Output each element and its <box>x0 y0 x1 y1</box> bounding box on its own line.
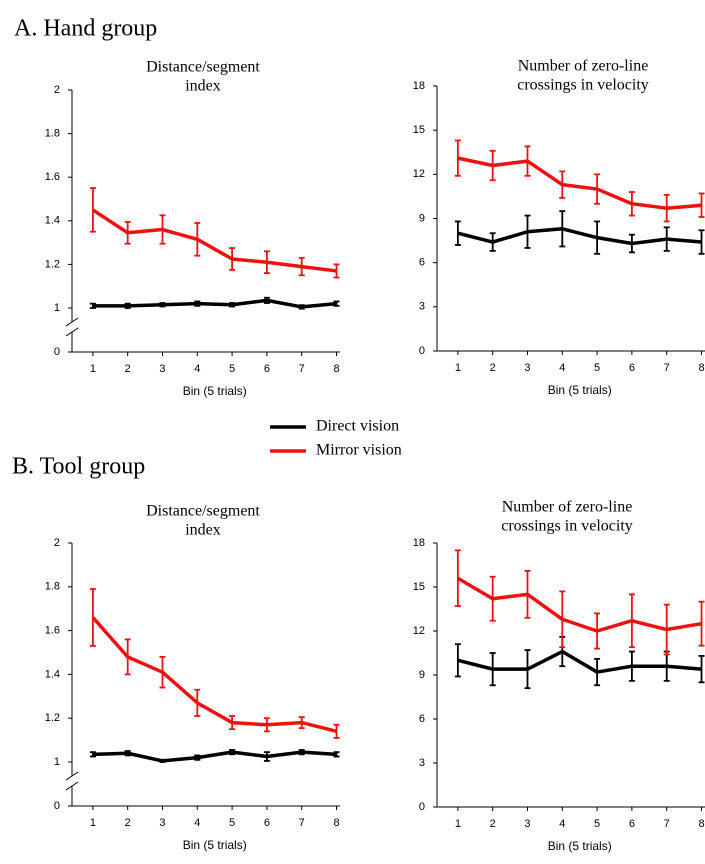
x-tick-label: 4 <box>194 363 200 375</box>
y-tick-label: 6 <box>419 257 425 269</box>
y-tick-label: 0 <box>54 800 60 812</box>
axis-break <box>65 327 79 337</box>
x-tick-label: 3 <box>524 818 530 830</box>
x-tick-label: 7 <box>299 363 305 375</box>
x-tick-label: 7 <box>664 818 670 830</box>
y-tick-label: 18 <box>413 537 425 549</box>
x-tick-label: 4 <box>559 818 565 830</box>
y-tick-label: 18 <box>413 80 425 92</box>
x-tick-label: 6 <box>629 362 635 374</box>
y-tick-label: 2 <box>54 84 60 96</box>
error-bar <box>89 588 96 647</box>
axis-break <box>65 781 79 791</box>
x-tick-label: 1 <box>90 817 96 829</box>
y-tick-label: 1.2 <box>45 712 60 724</box>
y-tick-label: 15 <box>413 581 425 593</box>
x-tick-label: 6 <box>264 363 270 375</box>
y-tick-label: 1 <box>54 302 60 314</box>
x-tick-label: 2 <box>490 362 496 374</box>
y-tick-label: 0 <box>54 346 60 358</box>
y-tick-label: 1.4 <box>45 215 60 227</box>
chart-title: crossings in velocity <box>517 77 649 94</box>
x-tick-label: 4 <box>559 362 565 374</box>
x-tick-label: 5 <box>229 817 235 829</box>
y-tick-label: 1.6 <box>45 171 60 183</box>
y-tick-label: 3 <box>419 301 425 313</box>
x-tick-label: 8 <box>333 817 339 829</box>
x-tick-label: 2 <box>490 818 496 830</box>
x-tick-label: 4 <box>194 817 200 829</box>
x-tick-label: 3 <box>159 363 165 375</box>
x-tick-label: 3 <box>524 362 530 374</box>
x-tick-label: 2 <box>125 363 131 375</box>
y-tick-label: 9 <box>419 212 425 224</box>
data-line <box>456 576 702 633</box>
chart-title: Distance/segment <box>146 503 260 520</box>
x-axis-label: Bin (5 trials) <box>548 839 612 853</box>
x-tick-label: 8 <box>698 362 704 374</box>
x-axis-label: Bin (5 trials) <box>183 838 247 852</box>
y-tick-label: 2 <box>54 537 60 549</box>
y-tick-label: 1 <box>54 756 60 768</box>
data-line <box>92 750 337 763</box>
x-tick-label: 6 <box>264 817 270 829</box>
data-line <box>91 616 337 734</box>
panel-title: A. Hand group <box>14 16 157 42</box>
x-tick-label: 5 <box>229 363 235 375</box>
x-tick-label: 2 <box>125 817 131 829</box>
y-tick-label: 9 <box>419 669 425 681</box>
y-tick-label: 12 <box>413 625 425 637</box>
error-bar <box>454 549 461 607</box>
x-axis-label: Bin (5 trials) <box>548 383 612 397</box>
chart-title: crossings in velocity <box>501 518 633 535</box>
y-tick-label: 6 <box>419 713 425 725</box>
x-tick-label: 7 <box>664 362 670 374</box>
chart-title: index <box>185 78 221 95</box>
x-tick-label: 3 <box>159 817 165 829</box>
panel-title: B. Tool group <box>12 454 145 480</box>
x-tick-label: 1 <box>90 363 96 375</box>
y-tick-label: 1.2 <box>45 258 60 270</box>
chart-title: Distance/segment <box>146 59 260 76</box>
y-tick-label: 1.8 <box>45 581 60 593</box>
axis-break <box>65 317 79 327</box>
y-tick-label: 1.8 <box>45 128 60 140</box>
x-tick-label: 1 <box>455 818 461 830</box>
chart-title: index <box>185 522 221 539</box>
y-tick-label: 12 <box>413 168 425 180</box>
y-tick-label: 3 <box>419 757 425 769</box>
y-tick-label: 0 <box>419 801 425 813</box>
y-tick-label: 1.4 <box>45 668 60 680</box>
data-line <box>457 649 702 674</box>
x-tick-label: 6 <box>629 818 635 830</box>
x-tick-label: 5 <box>594 362 600 374</box>
chart-title: Number of zero-line <box>502 499 633 516</box>
data-line <box>92 298 337 309</box>
y-tick-label: 1.6 <box>45 625 60 637</box>
legend-label: Mirror vision <box>316 442 402 459</box>
x-tick-label: 8 <box>333 363 339 375</box>
x-tick-label: 5 <box>594 818 600 830</box>
data-line <box>91 208 337 273</box>
y-tick-label: 15 <box>413 124 425 136</box>
axis-break <box>65 771 79 781</box>
data-line <box>457 227 702 246</box>
legend-label: Direct vision <box>316 418 399 435</box>
x-tick-label: 8 <box>698 818 704 830</box>
data-line <box>457 156 702 210</box>
x-axis-label: Bin (5 trials) <box>183 384 247 398</box>
y-tick-label: 0 <box>419 345 425 357</box>
x-tick-label: 7 <box>299 817 305 829</box>
chart-title: Number of zero-line <box>518 58 649 75</box>
x-tick-label: 1 <box>455 362 461 374</box>
